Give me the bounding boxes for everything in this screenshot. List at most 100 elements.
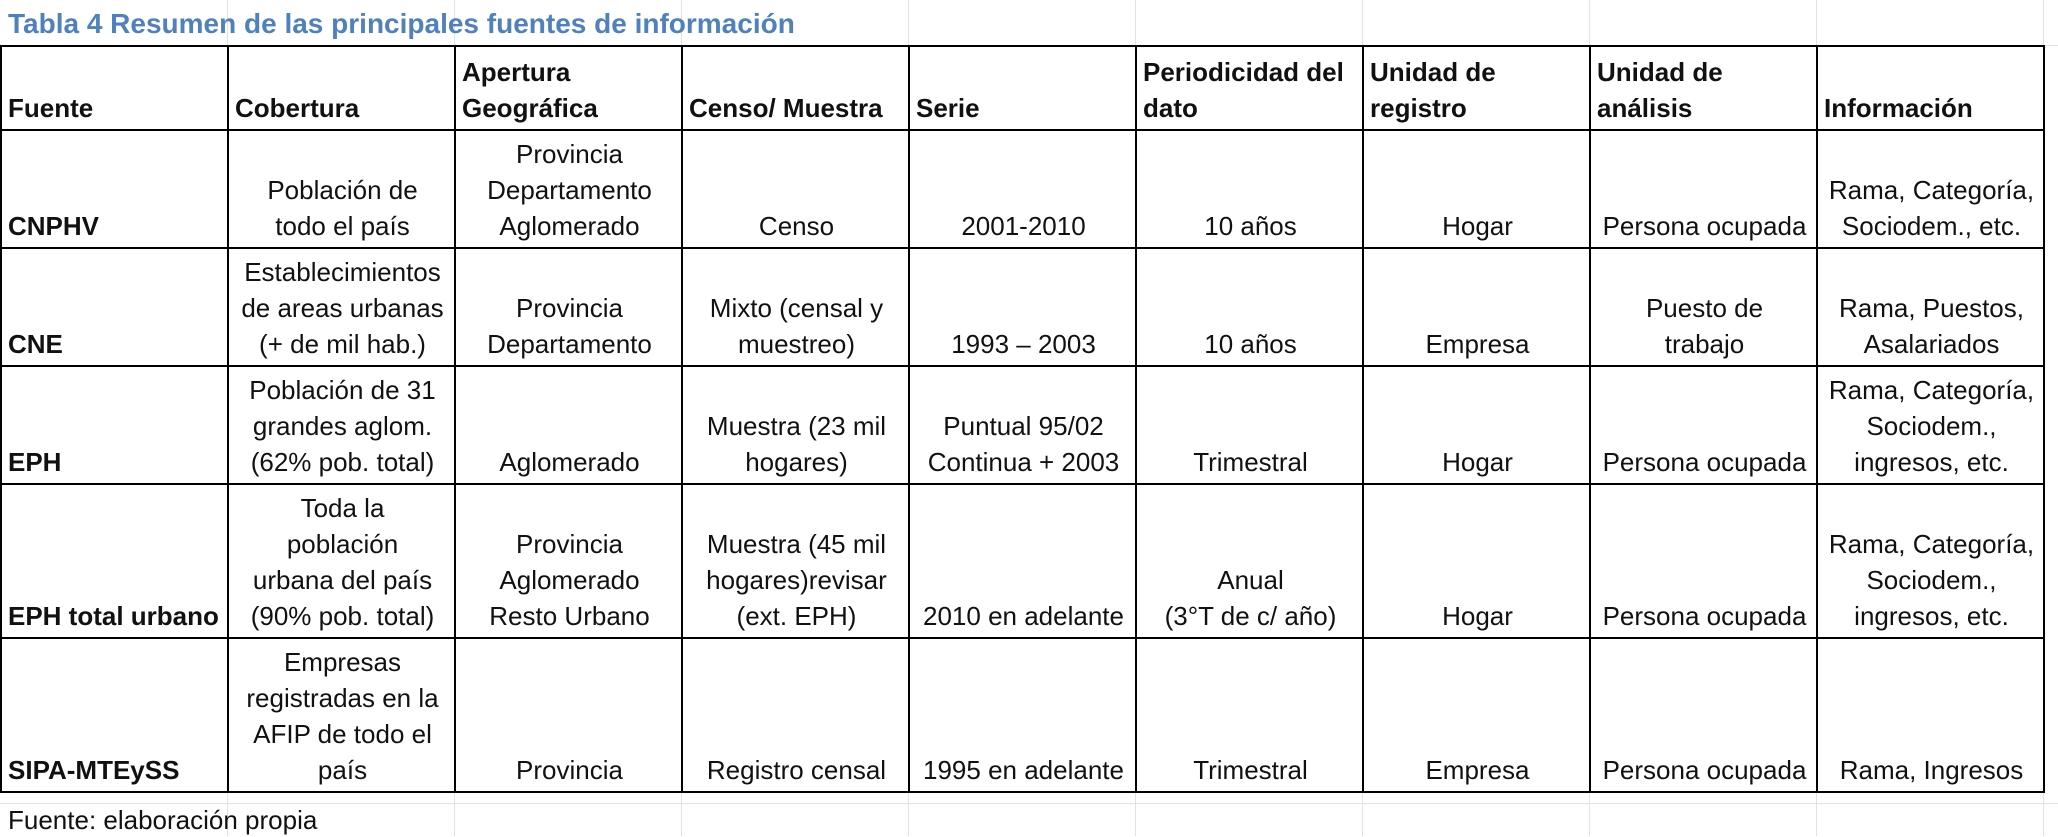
source-name-text: EPH total urbano (8, 601, 219, 631)
source-name: EPH total urbano (0, 483, 229, 639)
cell-text: Provincia (516, 293, 623, 323)
cell-censo-muestra: Censo (681, 129, 910, 249)
cell-text: muestreo) (737, 329, 856, 359)
cell-unidad-analisis: Persona ocupada (1589, 365, 1818, 485)
cell-censo-muestra: Registro censal (681, 637, 910, 793)
header-text: Geográfica (462, 93, 598, 123)
header-text: Apertura (462, 57, 571, 87)
cell-text: Puntual 95/02 (943, 411, 1104, 441)
cell-text: Muestra (23 mil (706, 411, 887, 441)
source-name-text: CNPHV (8, 211, 100, 241)
cell-text: Persona ocupada (1602, 447, 1807, 477)
cell-text: 2010 en adelante (923, 601, 1124, 631)
header-text: Cobertura (235, 93, 360, 123)
cell-text: Trimestral (1193, 755, 1308, 785)
cell-text: 10 años (1204, 211, 1297, 241)
cell-text: Población de 31 (249, 375, 436, 405)
cell-censo-muestra: Mixto (censal y muestreo) (681, 247, 910, 367)
cell-text: Hogar (1442, 447, 1513, 477)
table-row: CNE Establecimientos de areas urbanas (+ de… (0, 247, 2045, 367)
table-title: Tabla 4 Resumen de las principales fuent… (8, 8, 795, 39)
cell-cobertura: Toda la población urbana del país (90% pob.… (227, 483, 456, 639)
cell-censo-muestra: Muestra (45 mil hogares)revisar (ext. EPH) (681, 483, 910, 639)
source-note: Fuente: elaboración propia (8, 805, 318, 835)
cell-text: Persona ocupada (1602, 601, 1807, 631)
cell-informacion: Rama, Categoría, Sociodem., ingresos, etc. (1816, 365, 2045, 485)
cell-text: Puesto de (1645, 293, 1764, 323)
cell-unidad-registro: Empresa (1362, 247, 1591, 367)
cell-text: Muestra (45 mil (706, 529, 887, 559)
header-fuente: Fuente (0, 45, 229, 131)
header-text: Unidad de (1370, 57, 1496, 87)
table-row: CNPHV Población de todo el país Provincia De… (0, 129, 2045, 249)
header-row: Fuente Cobertura Apertura Geográfica Censo/ … (0, 45, 2045, 131)
cell-apertura-geografica: Provincia (454, 637, 683, 793)
cell-informacion: Rama, Ingresos (1816, 637, 2045, 793)
cell-text: Toda la (300, 493, 385, 523)
cell-informacion: Rama, Categoría, Sociodem., ingresos, etc. (1816, 483, 2045, 639)
cell-text: Anual (1217, 565, 1284, 595)
cell-text: (ext. EPH) (736, 601, 857, 631)
cell-text: Registro censal (706, 755, 887, 785)
header-apertura-geografica: Apertura Geográfica (454, 45, 683, 131)
cell-cobertura: Población de 31 grandes aglom. (62% pob. t… (227, 365, 456, 485)
header-text: Periodicidad del (1143, 57, 1344, 87)
header-text: Unidad de (1597, 57, 1723, 87)
cell-text: Trimestral (1193, 447, 1308, 477)
cell-cobertura: Población de todo el país (227, 129, 456, 249)
cell-text: Empresa (1425, 329, 1530, 359)
cell-text: 1993 – 2003 (951, 329, 1096, 359)
source-name-text: EPH (8, 447, 62, 477)
cell-text: Rama, Ingresos (1839, 755, 2024, 785)
cell-periodicidad: 10 años (1135, 129, 1364, 249)
cell-text: trabajo (1664, 329, 1745, 359)
header-text: análisis (1597, 93, 1693, 123)
sources-table: Fuente Cobertura Apertura Geográfica Censo/ … (0, 45, 2045, 793)
source-name: CNPHV (0, 129, 229, 249)
cell-text: Departamento (487, 175, 652, 205)
cell-text: (+ de mil hab.) (259, 329, 426, 359)
header-text: Información (1824, 93, 1973, 123)
cell-text: Provincia (516, 139, 623, 169)
cell-censo-muestra: Muestra (23 mil hogares) (681, 365, 910, 485)
header-text: Censo/ Muestra (689, 93, 883, 123)
cell-text: Establecimientos (244, 257, 441, 287)
cell-apertura-geografica: Provincia Aglomerado Resto Urbano (454, 483, 683, 639)
header-unidad-analisis: Unidad de análisis (1589, 45, 1818, 131)
cell-text: 1995 en adelante (923, 755, 1124, 785)
header-text: dato (1143, 93, 1198, 123)
cell-cobertura: Empresas registradas en la AFIP de todo el… (227, 637, 456, 793)
cell-periodicidad: Trimestral (1135, 637, 1364, 793)
cell-text: AFIP de todo el (253, 719, 432, 749)
cell-text: urbana del país (252, 565, 433, 595)
cell-informacion: Rama, Categoría, Sociodem., etc. (1816, 129, 2045, 249)
cell-informacion: Rama, Puestos, Asalariados (1816, 247, 2045, 367)
cell-text: 10 años (1204, 329, 1297, 359)
cell-text: Aglomerado (499, 211, 640, 241)
source-name: SIPA-MTEySS (0, 637, 229, 793)
cell-text: Persona ocupada (1602, 755, 1807, 785)
cell-text: Sociodem., etc. (1841, 211, 2022, 241)
cell-text: (3°T de c/ año) (1164, 601, 1337, 631)
cell-text: ingresos, etc. (1854, 601, 2009, 631)
cell-text: hogares) (745, 447, 848, 477)
cell-text: todo el país (275, 211, 410, 241)
cell-periodicidad: Anual (3°T de c/ año) (1135, 483, 1364, 639)
cell-unidad-analisis: Persona ocupada (1589, 637, 1818, 793)
cell-text: 2001-2010 (961, 211, 1086, 241)
cell-text: Rama, Puestos, (1839, 293, 2024, 323)
header-text: registro (1370, 93, 1467, 123)
cell-text: Empresas (283, 647, 402, 677)
header-informacion: Información (1816, 45, 2045, 131)
source-name: CNE (0, 247, 229, 367)
cell-text: Resto Urbano (489, 601, 650, 631)
cell-text: grandes aglom. (252, 411, 433, 441)
cell-serie: 2010 en adelante (908, 483, 1137, 639)
cell-text: Censo (758, 211, 835, 241)
source-name-text: SIPA-MTEySS (8, 755, 180, 785)
cell-unidad-registro: Hogar (1362, 483, 1591, 639)
cell-text: hogares)revisar (706, 565, 887, 595)
cell-cobertura: Establecimientos de areas urbanas (+ de mi… (227, 247, 456, 367)
cell-serie: 1993 – 2003 (908, 247, 1137, 367)
cell-unidad-analisis: Persona ocupada (1589, 129, 1818, 249)
